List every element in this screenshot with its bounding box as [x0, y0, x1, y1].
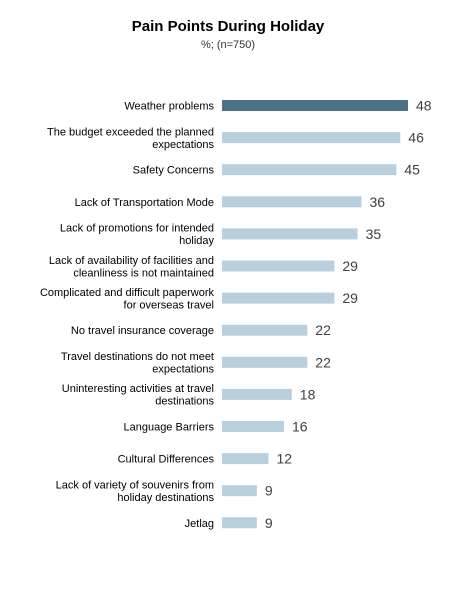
bar-3 — [222, 164, 397, 176]
bar-11 — [222, 421, 284, 432]
value-label-11: 16 — [292, 419, 308, 435]
value-label-6: 29 — [342, 258, 358, 274]
category-label-6: Lack of availability of facilities and cl… — [49, 255, 214, 280]
value-label-13: 9 — [265, 483, 273, 499]
bar-10 — [222, 388, 292, 400]
value-label-2: 46 — [408, 130, 424, 146]
value-label-12: 12 — [277, 451, 293, 467]
value-label-8: 22 — [315, 322, 331, 338]
category-label-4: Lack of Transportation Mode — [75, 197, 214, 209]
value-label-14: 9 — [265, 515, 273, 531]
category-label-7: Complicated and difficult paperwork for o… — [40, 287, 215, 312]
category-label-14: Jetlag — [185, 518, 214, 530]
category-label-1: Weather problems — [124, 101, 214, 113]
bar-13 — [222, 485, 257, 497]
value-label-1: 48 — [416, 98, 432, 114]
category-label-8: No travel insurance coverage — [71, 325, 214, 337]
category-label-5: Lack of promotions for intended holiday — [60, 223, 215, 248]
bar-8 — [222, 324, 308, 336]
chart-subtitle: %; (n=750) — [200, 39, 256, 51]
bar-12 — [222, 453, 269, 465]
bar-2 — [222, 132, 401, 144]
category-label-2: The budget exceeded the planned expectati… — [47, 126, 214, 151]
category-label-13: Lack of variety of souvenirs from holiday… — [56, 480, 215, 505]
chart-title: Pain Points During Holiday — [131, 18, 325, 35]
value-label-10: 18 — [300, 386, 316, 402]
value-label-5: 35 — [366, 226, 382, 242]
bar-6 — [222, 260, 335, 272]
category-label-3: Safety Concerns — [133, 165, 215, 177]
category-label-9: Travel destinations do not meet expectati… — [61, 351, 215, 376]
bar-4 — [222, 196, 362, 208]
bar-7 — [222, 292, 335, 304]
value-label-3: 45 — [404, 162, 420, 178]
value-label-4: 36 — [370, 194, 386, 210]
category-label-10: Uninteresting activities at travel destin… — [62, 383, 215, 408]
bar-14 — [222, 517, 257, 529]
bar-1 — [222, 100, 408, 111]
category-label-12: Cultural Differences — [118, 454, 215, 466]
category-label-11: Language Barriers — [123, 422, 214, 434]
value-label-7: 29 — [342, 290, 358, 306]
bar-5 — [222, 228, 358, 240]
bar-9 — [222, 356, 308, 368]
value-label-9: 22 — [315, 354, 331, 370]
